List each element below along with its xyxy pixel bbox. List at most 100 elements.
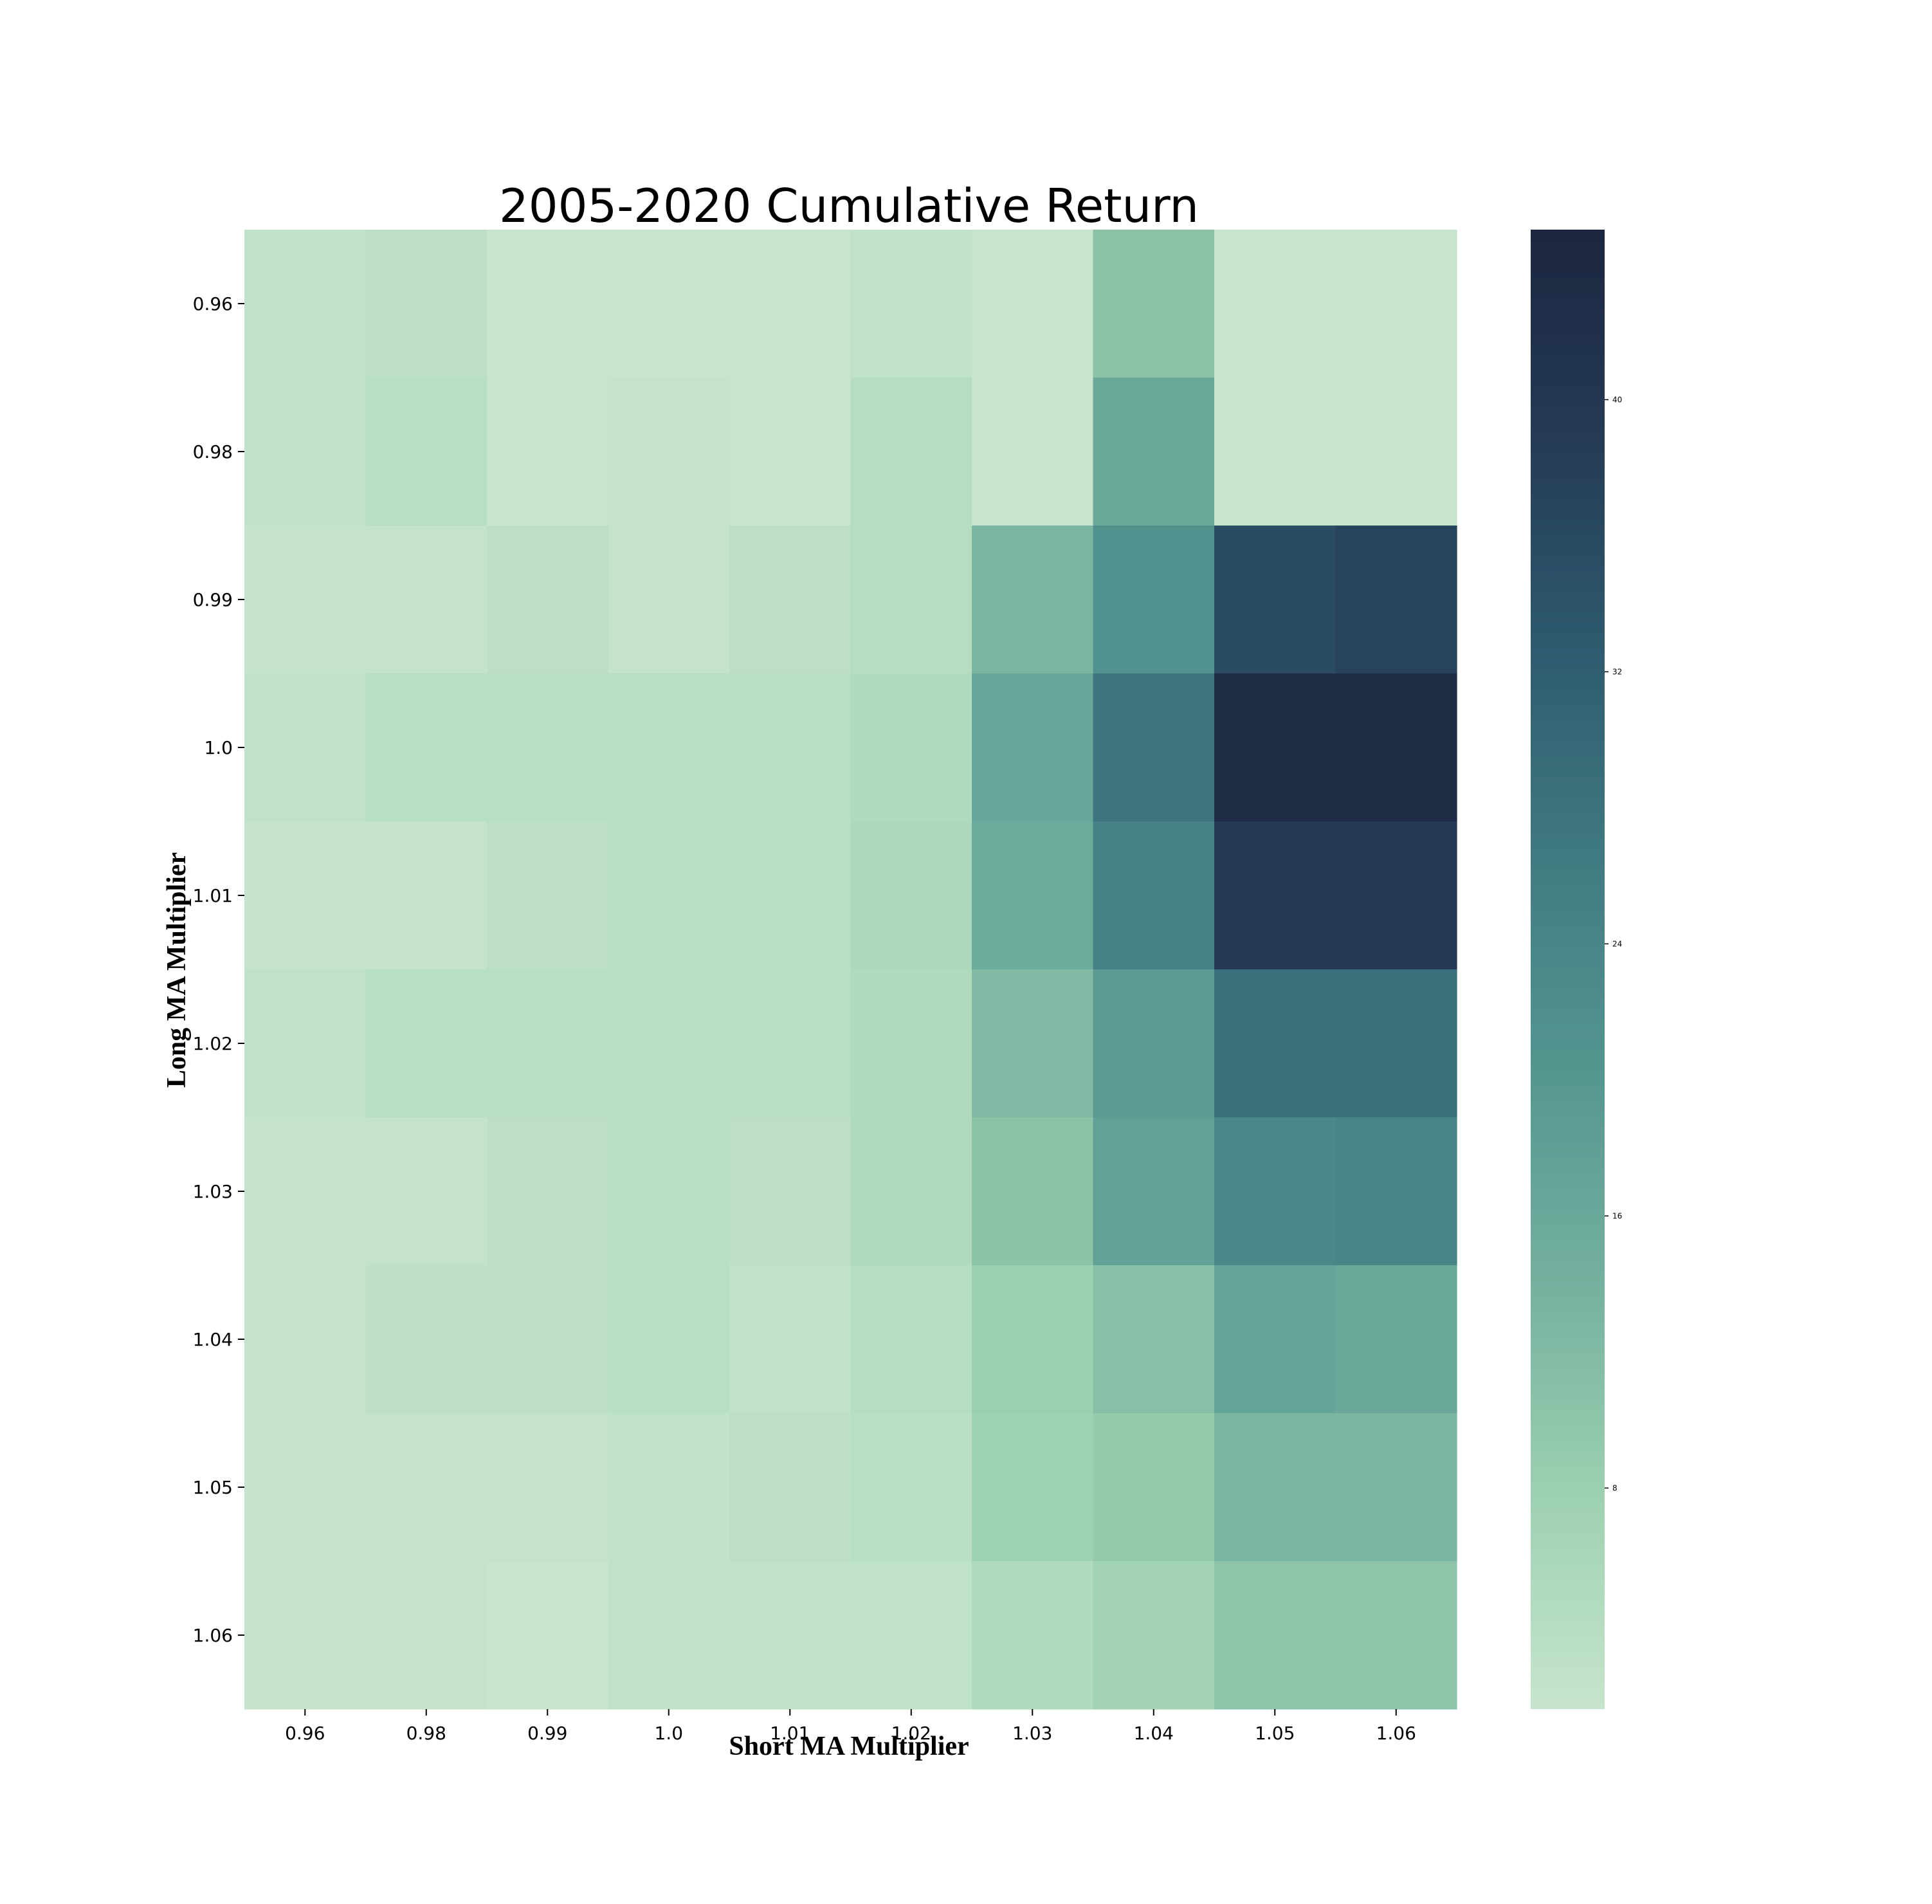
heatmap-cell <box>365 1265 488 1414</box>
chart-title: 2005-2020 Cumulative Return <box>499 179 1199 233</box>
heatmap-cell <box>1335 1413 1457 1562</box>
heatmap-cell <box>365 821 488 970</box>
heatmap-cell <box>365 1413 488 1562</box>
heatmap-cell <box>1093 378 1215 526</box>
heatmap-cell <box>365 1561 488 1710</box>
heatmap-cell <box>729 969 852 1118</box>
heatmap-cell <box>487 1561 609 1710</box>
heatmap-cell <box>972 1561 1094 1710</box>
heatmap-cell <box>850 378 972 526</box>
heatmap-cell <box>1093 1117 1215 1266</box>
y-tick-label: 1.06 <box>193 1625 233 1646</box>
heatmap-cell <box>487 378 609 526</box>
heatmap-cell <box>365 230 488 378</box>
colorbar <box>1531 230 1605 1709</box>
heatmap-cell <box>365 673 488 822</box>
heatmap-cell <box>972 969 1094 1118</box>
heatmap-cell <box>244 821 367 970</box>
heatmap-cell <box>972 821 1094 970</box>
y-tick-label: 0.96 <box>193 293 233 315</box>
heatmap-cell <box>850 1117 972 1266</box>
heatmap-cell <box>608 1117 730 1266</box>
heatmap-cell <box>487 1117 609 1266</box>
heatmap-cell <box>972 230 1094 378</box>
heatmap-cell <box>608 1265 730 1414</box>
heatmap-cell <box>972 378 1094 526</box>
heatmap-cell <box>244 1561 367 1710</box>
heatmap-cell <box>608 1413 730 1562</box>
heatmap-cell <box>1214 969 1336 1118</box>
heatmap-cell <box>244 673 367 822</box>
heatmap-cell <box>487 526 609 674</box>
heatmap-cell <box>1093 230 1215 378</box>
heatmap-cell <box>729 230 852 378</box>
heatmap-cell <box>729 526 852 674</box>
heatmap-cell <box>244 526 367 674</box>
heatmap-cell <box>1214 230 1336 378</box>
heatmap-cell <box>244 1413 367 1562</box>
heatmap-cell <box>850 1265 972 1414</box>
heatmap-cell <box>729 1265 852 1414</box>
heatmap-cell <box>1214 1117 1336 1266</box>
heatmap-cell <box>1335 1265 1457 1414</box>
x-tick-label: 0.98 <box>406 1723 446 1744</box>
y-tick-label: 1.05 <box>193 1477 233 1498</box>
heatmap-cell <box>365 1117 488 1266</box>
heatmap-cell <box>608 969 730 1118</box>
x-tick-label: 0.96 <box>285 1723 325 1744</box>
y-tick-label: 1.01 <box>193 885 233 906</box>
heatmap-cell <box>1335 673 1457 822</box>
heatmap-cell <box>1335 1117 1457 1266</box>
x-tick-label: 1.0 <box>654 1723 683 1744</box>
heatmap-cell <box>1093 526 1215 674</box>
heatmap-cell <box>608 1561 730 1710</box>
heatmap-cell <box>850 526 972 674</box>
y-tick-label: 0.99 <box>193 589 233 610</box>
heatmap-cell <box>729 1117 852 1266</box>
heatmap-cell <box>1093 1265 1215 1414</box>
heatmap-cell <box>1093 821 1215 970</box>
heatmap-cell <box>850 673 972 822</box>
heatmap-cell <box>487 1413 609 1562</box>
heatmap-cell <box>1093 969 1215 1118</box>
heatmap-cell <box>487 969 609 1118</box>
colorbar-tick-label: 16 <box>1612 1211 1622 1220</box>
y-tick-label: 1.03 <box>193 1181 233 1202</box>
heatmap-cell <box>1335 1561 1457 1710</box>
x-tick-label: 1.04 <box>1134 1723 1174 1744</box>
heatmap-cell <box>1214 821 1336 970</box>
y-tick-label: 1.02 <box>193 1033 233 1054</box>
x-axis-ticks: 0.96 0.98 0.99 1.0 1.01 1.02 1.03 1.04 1.05 1.06 <box>285 1709 1416 1744</box>
heatmap-cell <box>487 230 609 378</box>
heatmap-cell <box>1335 526 1457 674</box>
heatmap-cell <box>729 378 852 526</box>
heatmap-cell <box>365 378 488 526</box>
heatmap-cell <box>608 673 730 822</box>
heatmap-cell <box>1093 1413 1215 1562</box>
heatmap-cell <box>1214 1413 1336 1562</box>
heatmap-cell <box>972 1117 1094 1266</box>
heatmap-cell <box>850 230 972 378</box>
heatmap-cell <box>972 673 1094 822</box>
heatmap-cell <box>729 673 852 822</box>
heatmap-cells <box>244 230 1457 1710</box>
heatmap-cell <box>244 969 367 1118</box>
heatmap-cell <box>850 1561 972 1710</box>
heatmap-cell <box>729 1561 852 1710</box>
heatmap-cell <box>608 378 730 526</box>
heatmap-cell <box>1335 969 1457 1118</box>
colorbar-tick-label: 32 <box>1612 667 1622 676</box>
heatmap-cell <box>608 821 730 970</box>
heatmap-cell <box>244 230 367 378</box>
y-tick-label: 1.0 <box>204 737 233 758</box>
colorbar-tick-label: 8 <box>1612 1483 1618 1492</box>
y-tick-label: 0.98 <box>193 441 233 462</box>
heatmap-cell <box>608 230 730 378</box>
x-tick-label: 1.01 <box>770 1723 810 1744</box>
heatmap-cell <box>1214 526 1336 674</box>
colorbar-tick-label: 40 <box>1612 395 1622 404</box>
x-tick-label: 1.05 <box>1255 1723 1295 1744</box>
heatmap-cell <box>972 526 1094 674</box>
